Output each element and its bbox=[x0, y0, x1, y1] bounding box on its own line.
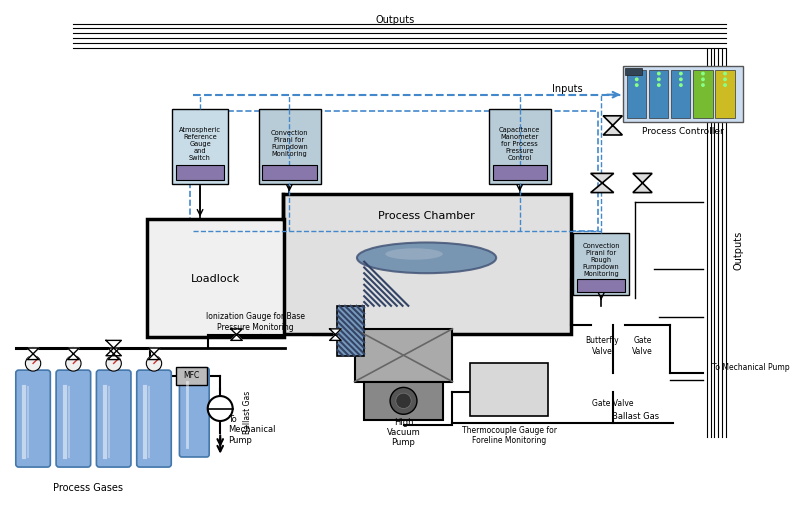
Bar bbox=[176, 367, 206, 385]
Text: To
Mechanical
Pump: To Mechanical Pump bbox=[228, 415, 275, 444]
Circle shape bbox=[26, 356, 41, 371]
Circle shape bbox=[723, 72, 727, 76]
Bar bbox=[626, 68, 642, 76]
Circle shape bbox=[208, 396, 233, 421]
Circle shape bbox=[66, 356, 81, 371]
Text: Ballast Gas: Ballast Gas bbox=[612, 411, 659, 421]
Circle shape bbox=[657, 77, 661, 81]
FancyBboxPatch shape bbox=[56, 370, 90, 467]
Circle shape bbox=[701, 77, 705, 81]
Text: Process Controller: Process Controller bbox=[642, 126, 724, 136]
Circle shape bbox=[635, 83, 638, 87]
Text: Atmospheric
Reference
Gauge
and
Switch: Atmospheric Reference Gauge and Switch bbox=[179, 126, 221, 161]
Bar bbox=[258, 109, 321, 184]
Circle shape bbox=[723, 83, 727, 87]
FancyBboxPatch shape bbox=[179, 368, 209, 457]
Text: Convection
Pirani for
Pumpdown
Monitoring: Convection Pirani for Pumpdown Monitorin… bbox=[270, 130, 308, 157]
Bar bbox=[338, 306, 364, 356]
Circle shape bbox=[723, 77, 727, 81]
Text: Ionization Gauge for Base
Pressure Monitoring: Ionization Gauge for Base Pressure Monit… bbox=[206, 312, 306, 332]
Polygon shape bbox=[27, 348, 39, 360]
Polygon shape bbox=[330, 329, 341, 340]
Polygon shape bbox=[108, 348, 119, 360]
Polygon shape bbox=[68, 348, 79, 360]
Text: Butterfly
Valve: Butterfly Valve bbox=[586, 336, 619, 356]
Circle shape bbox=[701, 83, 705, 87]
Bar bbox=[627, 70, 646, 118]
Text: Thermocouple Gauge for
Foreline Monitoring: Thermocouple Gauge for Foreline Monitori… bbox=[462, 426, 557, 445]
Bar bbox=[715, 70, 734, 118]
Text: Outputs: Outputs bbox=[734, 231, 743, 270]
Polygon shape bbox=[230, 329, 242, 340]
Bar bbox=[282, 195, 570, 334]
Ellipse shape bbox=[357, 242, 496, 273]
Bar bbox=[190, 111, 598, 231]
Ellipse shape bbox=[386, 248, 443, 260]
Bar bbox=[574, 233, 629, 295]
Text: To Mechanical Pump: To Mechanical Pump bbox=[712, 363, 790, 372]
Polygon shape bbox=[364, 382, 443, 420]
Polygon shape bbox=[603, 116, 622, 135]
Circle shape bbox=[679, 72, 683, 76]
Bar bbox=[176, 165, 224, 180]
Polygon shape bbox=[633, 173, 652, 193]
Circle shape bbox=[635, 72, 638, 76]
Text: Gate Valve: Gate Valve bbox=[592, 399, 634, 408]
Bar bbox=[671, 70, 690, 118]
Circle shape bbox=[635, 77, 638, 81]
Circle shape bbox=[390, 388, 417, 415]
Bar bbox=[147, 219, 283, 336]
Text: Gate
Valve: Gate Valve bbox=[632, 336, 653, 356]
FancyBboxPatch shape bbox=[137, 370, 171, 467]
Circle shape bbox=[701, 72, 705, 76]
Polygon shape bbox=[106, 340, 122, 356]
Bar bbox=[694, 70, 713, 118]
Circle shape bbox=[657, 83, 661, 87]
Polygon shape bbox=[590, 173, 614, 193]
Bar bbox=[493, 165, 547, 180]
Circle shape bbox=[396, 393, 411, 408]
Bar bbox=[623, 66, 743, 121]
Bar bbox=[470, 363, 549, 416]
Text: Inputs: Inputs bbox=[552, 84, 583, 94]
Text: High
Vacuum
Pump: High Vacuum Pump bbox=[386, 418, 420, 448]
Circle shape bbox=[146, 356, 162, 371]
Text: Capacitance
Manometer
for Process
Pressure
Control: Capacitance Manometer for Process Pressu… bbox=[499, 126, 540, 161]
FancyBboxPatch shape bbox=[16, 370, 50, 467]
Circle shape bbox=[106, 356, 122, 371]
Circle shape bbox=[679, 83, 683, 87]
Polygon shape bbox=[354, 329, 453, 382]
Text: Loadlock: Loadlock bbox=[190, 274, 240, 284]
Text: MFC: MFC bbox=[183, 371, 199, 380]
Bar bbox=[489, 109, 551, 184]
Text: Outputs: Outputs bbox=[375, 15, 414, 25]
FancyBboxPatch shape bbox=[97, 370, 131, 467]
Text: Convection
Pirani for
Rough
Pumpdown
Monitoring: Convection Pirani for Rough Pumpdown Mon… bbox=[582, 243, 620, 277]
Text: Process Gases: Process Gases bbox=[53, 483, 122, 493]
Text: Ballast Gas: Ballast Gas bbox=[242, 391, 251, 434]
Bar bbox=[172, 109, 228, 184]
Text: Process Chamber: Process Chamber bbox=[378, 211, 475, 220]
Circle shape bbox=[679, 77, 683, 81]
Polygon shape bbox=[148, 348, 160, 360]
Bar bbox=[650, 70, 669, 118]
Circle shape bbox=[657, 72, 661, 76]
Bar bbox=[578, 279, 626, 293]
Bar bbox=[262, 165, 317, 180]
